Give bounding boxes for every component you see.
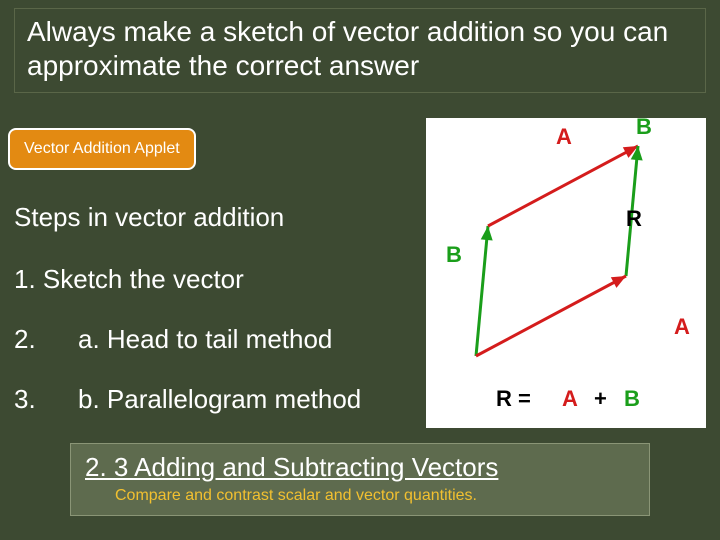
svg-text:B: B — [624, 386, 640, 411]
footer-subtitle: Compare and contrast scalar and vector q… — [115, 487, 635, 505]
applet-button-label: Vector Addition Applet — [24, 140, 180, 157]
steps-heading: Steps in vector addition — [14, 202, 284, 233]
step-2-number: 2. — [14, 324, 36, 355]
applet-button[interactable]: Vector Addition Applet — [8, 128, 196, 170]
svg-text:A: A — [556, 124, 572, 149]
vector-diagram-svg: A B R B A R = A + B — [426, 118, 706, 428]
step-1: 1. Sketch the vector — [14, 264, 244, 295]
vector-diagram: A B R B A R = A + B — [426, 118, 706, 428]
footer-box: 2. 3 Adding and Subtracting Vectors Comp… — [70, 443, 650, 516]
footer-title: 2. 3 Adding and Subtracting Vectors — [85, 452, 635, 483]
svg-text:R =: R = — [496, 386, 531, 411]
step-3-text: b. Parallelogram method — [78, 384, 361, 415]
svg-text:B: B — [636, 118, 652, 139]
title-text: Always make a sketch of vector addition … — [27, 15, 693, 82]
svg-text:B: B — [446, 242, 462, 267]
step-2-text: a. Head to tail method — [78, 324, 332, 355]
svg-text:A: A — [674, 314, 690, 339]
svg-text:A: A — [562, 386, 578, 411]
svg-text:R: R — [626, 206, 642, 231]
title-box: Always make a sketch of vector addition … — [14, 8, 706, 93]
step-3-number: 3. — [14, 384, 36, 415]
svg-text:+: + — [594, 386, 607, 411]
